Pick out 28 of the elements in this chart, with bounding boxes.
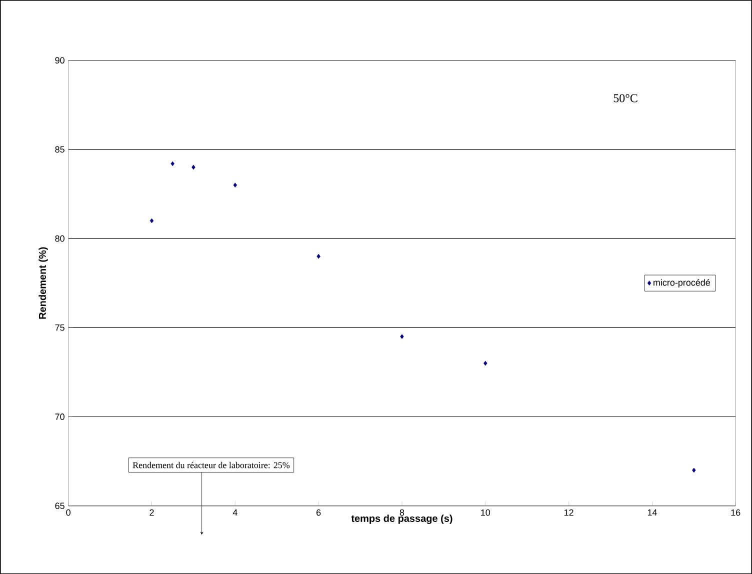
point [192, 164, 196, 170]
legend-label: micro-procédé [654, 278, 710, 288]
y-axis-title: Rendement (%) [38, 247, 48, 319]
annotation: Rendement du réacteur de laboratoire: 25% [132, 462, 290, 468]
x-tick-label: 16 [731, 509, 740, 516]
point [170, 161, 174, 166]
y-tick-label: 65 [55, 502, 64, 509]
point [316, 254, 320, 259]
x-tick-label: 8 [400, 509, 404, 516]
y-tick-label: 70 [55, 413, 64, 420]
annotation: 50°C [614, 94, 638, 102]
point [484, 360, 488, 366]
x-axis-title: temps de passage (s) [351, 514, 452, 524]
y-tick-label: 85 [55, 146, 64, 153]
y-tick-label: 90 [55, 57, 64, 64]
point [233, 182, 237, 188]
x-tick-label: 0 [66, 509, 70, 516]
x-tick-label: 14 [648, 509, 657, 516]
x-tick-label: 4 [232, 509, 238, 516]
x-tick-label: 2 [150, 509, 154, 516]
x-tick-label: 6 [316, 509, 321, 516]
point [150, 218, 154, 224]
y-tick-label: 80 [55, 235, 64, 242]
point [692, 468, 696, 473]
point [400, 334, 404, 339]
x-tick-label: 10 [481, 509, 490, 516]
y-tick-label: 75 [55, 324, 64, 331]
x-tick-label: 12 [564, 509, 574, 516]
